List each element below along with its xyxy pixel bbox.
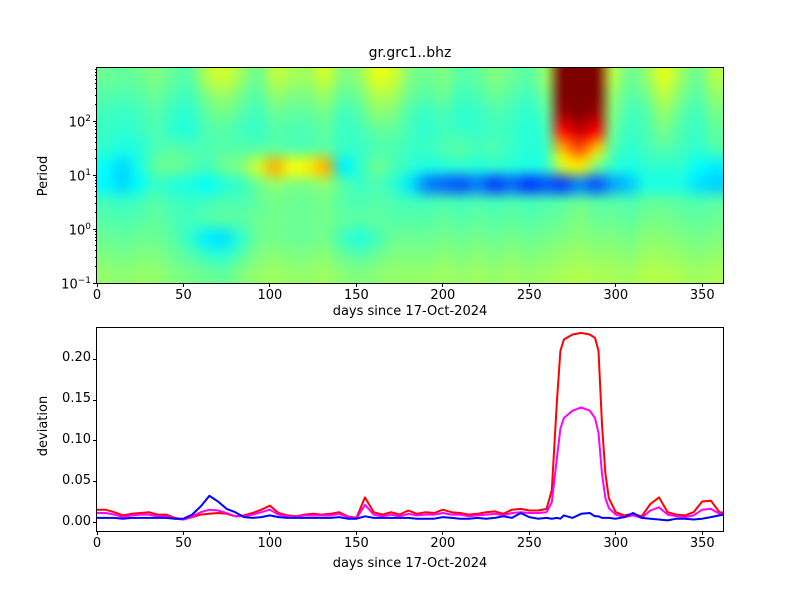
x-tick <box>182 531 184 535</box>
y-minor-tick <box>94 196 97 197</box>
red-deviation-line <box>97 331 723 521</box>
y-minor-tick <box>94 186 97 188</box>
x-tick-label: 150 <box>343 536 369 551</box>
x-tick <box>269 531 271 535</box>
x-tick-label: 350 <box>689 288 715 303</box>
x-tick-label: 250 <box>516 288 542 303</box>
y-minor-tick <box>94 128 97 130</box>
y-tick-label: 0.15 <box>62 391 91 407</box>
y-minor-tick <box>94 78 97 80</box>
y-tick <box>93 228 97 230</box>
y-minor-tick <box>94 190 97 192</box>
spectrogram-axes <box>97 68 723 283</box>
x-tick <box>442 283 444 287</box>
y-tick-label: 101 <box>68 168 91 185</box>
x-tick-label: 350 <box>689 536 715 551</box>
y-minor-tick <box>94 240 97 242</box>
y-minor-tick <box>94 123 97 124</box>
chart-title: gr.grc1..bhz <box>368 45 452 61</box>
y-minor-tick <box>94 230 97 232</box>
x-tick-label: 0 <box>92 288 102 303</box>
x-tick-label: 300 <box>603 288 629 303</box>
deviation-axes <box>97 328 723 531</box>
y-minor-tick <box>94 69 97 70</box>
y-minor-tick <box>94 212 97 214</box>
y-minor-tick <box>94 244 97 246</box>
x-tick <box>528 283 530 287</box>
y-minor-tick <box>94 94 97 96</box>
x-tick <box>615 283 617 287</box>
x-tick-label: 200 <box>430 536 456 551</box>
y-tick <box>93 481 97 483</box>
x-tick <box>442 531 444 535</box>
x-tick <box>182 283 184 287</box>
y-tick-label: 0.05 <box>62 472 91 488</box>
y-minor-tick <box>94 158 97 160</box>
blue-deviation-line <box>97 494 723 522</box>
y-minor-tick <box>94 249 97 251</box>
y-tick <box>93 358 97 360</box>
x-tick-label: 300 <box>603 536 629 551</box>
y-tick <box>93 440 97 442</box>
y-tick <box>93 174 97 176</box>
y-minor-tick <box>94 136 97 138</box>
y-minor-tick <box>94 71 97 73</box>
y-minor-tick <box>94 104 97 106</box>
x-tick <box>355 283 357 287</box>
y-minor-tick <box>94 132 97 134</box>
y-tick <box>93 522 97 524</box>
y-minor-tick <box>94 88 97 90</box>
magenta-deviation-line <box>97 406 723 521</box>
x-tick-label: 200 <box>430 288 456 303</box>
y-minor-tick <box>94 266 97 268</box>
deviation-xaxis-label: days since 17-Oct-2024 <box>332 556 488 571</box>
deviation-line-chart <box>97 331 723 522</box>
y-tick-label: 0.10 <box>62 431 91 447</box>
x-tick <box>701 531 703 535</box>
y-minor-tick <box>94 176 97 178</box>
x-tick-label: 0 <box>92 536 102 551</box>
x-tick-label: 100 <box>257 536 283 551</box>
x-tick <box>96 531 98 535</box>
y-minor-tick <box>94 148 97 150</box>
y-tick-label: 102 <box>68 114 91 131</box>
y-minor-tick <box>94 233 97 235</box>
x-tick <box>701 283 703 287</box>
y-tick-label: 100 <box>68 222 91 239</box>
x-tick <box>528 531 530 535</box>
spectrogram-heatmap <box>97 68 723 283</box>
y-minor-tick <box>94 182 97 184</box>
y-tick <box>93 120 97 122</box>
y-tick <box>93 399 97 401</box>
y-minor-tick <box>94 74 97 76</box>
x-tick <box>96 283 98 287</box>
y-tick-label: 10−1 <box>61 276 91 293</box>
y-minor-tick <box>94 179 97 181</box>
x-tick-label: 250 <box>516 536 542 551</box>
x-tick-label: 50 <box>175 288 192 303</box>
y-tick-label: 0.00 <box>62 513 91 529</box>
x-tick <box>355 531 357 535</box>
y-minor-tick <box>94 142 97 144</box>
y-minor-tick <box>94 202 97 204</box>
y-minor-tick <box>94 256 97 258</box>
x-tick-label: 100 <box>257 288 283 303</box>
x-tick-label: 150 <box>343 288 369 303</box>
x-tick-label: 50 <box>175 536 192 551</box>
x-tick <box>269 283 271 287</box>
y-minor-tick <box>94 82 97 84</box>
y-minor-tick <box>94 125 97 127</box>
y-tick-label: 0.20 <box>62 350 91 366</box>
spectrogram-xaxis-label: days since 17-Oct-2024 <box>332 304 488 319</box>
y-minor-tick <box>94 236 97 238</box>
x-tick <box>615 531 617 535</box>
y-tick <box>93 282 97 284</box>
